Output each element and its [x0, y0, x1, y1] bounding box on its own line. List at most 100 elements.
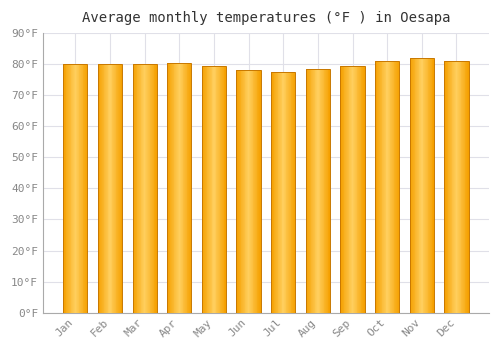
Bar	[279, 72, 280, 313]
Bar	[282, 72, 284, 313]
Bar	[156, 64, 157, 313]
Bar	[252, 70, 254, 313]
Bar	[417, 58, 418, 313]
Bar	[414, 58, 416, 313]
Bar	[294, 72, 296, 313]
Bar	[142, 64, 143, 313]
Bar	[324, 69, 325, 313]
Bar	[167, 63, 192, 313]
Bar	[184, 63, 185, 313]
Bar	[325, 69, 326, 313]
Bar	[314, 69, 316, 313]
Bar	[110, 64, 111, 313]
Bar	[218, 66, 219, 313]
Bar	[150, 64, 151, 313]
Bar	[134, 64, 135, 313]
Bar	[217, 66, 218, 313]
Bar	[271, 72, 272, 313]
Bar	[348, 66, 350, 313]
Bar	[429, 58, 430, 313]
Bar	[154, 64, 155, 313]
Bar	[116, 64, 117, 313]
Bar	[363, 66, 364, 313]
Bar	[413, 58, 414, 313]
Bar	[379, 61, 380, 313]
Bar	[202, 66, 203, 313]
Bar	[378, 61, 379, 313]
Bar	[80, 64, 81, 313]
Bar	[258, 70, 259, 313]
Bar	[182, 63, 184, 313]
Bar	[463, 61, 464, 313]
Bar	[467, 61, 468, 313]
Bar	[101, 64, 102, 313]
Bar	[170, 63, 171, 313]
Bar	[78, 64, 80, 313]
Bar	[278, 72, 279, 313]
Bar	[216, 66, 217, 313]
Bar	[341, 66, 342, 313]
Bar	[186, 63, 188, 313]
Bar	[362, 66, 363, 313]
Bar	[113, 64, 114, 313]
Bar	[236, 70, 260, 313]
Bar	[172, 63, 173, 313]
Bar	[106, 64, 107, 313]
Bar	[385, 61, 386, 313]
Bar	[459, 61, 460, 313]
Bar	[85, 64, 86, 313]
Bar	[397, 61, 398, 313]
Bar	[455, 61, 456, 313]
Bar	[320, 69, 321, 313]
Bar	[242, 70, 243, 313]
Bar	[246, 70, 247, 313]
Bar	[351, 66, 352, 313]
Bar	[416, 58, 417, 313]
Bar	[445, 61, 446, 313]
Bar	[190, 63, 192, 313]
Bar	[308, 69, 309, 313]
Bar	[132, 64, 157, 313]
Bar	[74, 64, 76, 313]
Bar	[448, 61, 449, 313]
Bar	[107, 64, 108, 313]
Bar	[391, 61, 392, 313]
Bar	[352, 66, 354, 313]
Bar	[239, 70, 240, 313]
Bar	[176, 63, 177, 313]
Bar	[375, 61, 400, 313]
Bar	[136, 64, 138, 313]
Bar	[112, 64, 113, 313]
Bar	[64, 64, 65, 313]
Bar	[390, 61, 391, 313]
Bar	[386, 61, 387, 313]
Bar	[219, 66, 220, 313]
Bar	[244, 70, 246, 313]
Bar	[306, 69, 330, 313]
Bar	[422, 58, 424, 313]
Bar	[167, 63, 168, 313]
Bar	[360, 66, 362, 313]
Bar	[178, 63, 180, 313]
Bar	[329, 69, 330, 313]
Bar	[255, 70, 256, 313]
Bar	[223, 66, 224, 313]
Bar	[98, 64, 122, 313]
Bar	[462, 61, 463, 313]
Bar	[464, 61, 466, 313]
Bar	[447, 61, 448, 313]
Bar	[224, 66, 226, 313]
Bar	[428, 58, 429, 313]
Bar	[171, 63, 172, 313]
Bar	[238, 70, 239, 313]
Bar	[115, 64, 116, 313]
Bar	[280, 72, 281, 313]
Bar	[451, 61, 452, 313]
Bar	[323, 69, 324, 313]
Bar	[410, 58, 412, 313]
Bar	[120, 64, 122, 313]
Bar	[86, 64, 88, 313]
Bar	[358, 66, 359, 313]
Bar	[114, 64, 115, 313]
Bar	[100, 64, 101, 313]
